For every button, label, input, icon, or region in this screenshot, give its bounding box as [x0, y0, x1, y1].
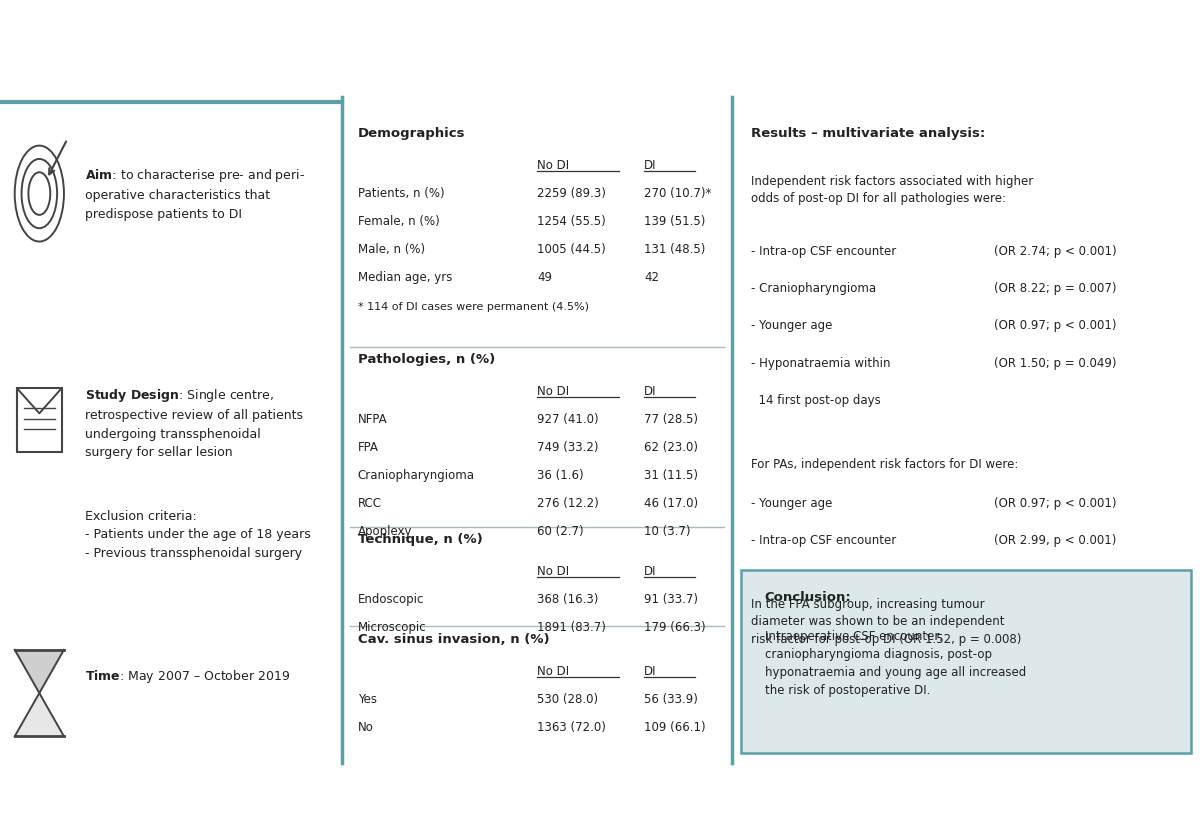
Text: 1891 (83.7): 1891 (83.7): [538, 621, 606, 634]
Text: 1363 (72.0): 1363 (72.0): [538, 721, 606, 734]
Text: For PAs, independent risk factors for DI were:: For PAs, independent risk factors for DI…: [751, 458, 1018, 471]
Polygon shape: [14, 693, 64, 737]
Text: 31 (11.5): 31 (11.5): [644, 469, 698, 483]
Text: 1254 (55.5): 1254 (55.5): [538, 214, 606, 228]
Text: Independent risk factors associated with higher
odds of post-op DI for all patho: Independent risk factors associated with…: [751, 175, 1033, 205]
Text: No DI: No DI: [538, 385, 569, 398]
Text: 179 (66.3): 179 (66.3): [644, 621, 706, 634]
Text: - Intra-op CSF encounter: - Intra-op CSF encounter: [751, 534, 896, 547]
Text: 46 (17.0): 46 (17.0): [644, 497, 698, 511]
Text: Identifying risk factors for postoperative diabetes insipidus in more than 2500: Identifying risk factors for postoperati…: [167, 16, 1033, 35]
Text: Full article: https://doi.org/10.3171/2021.11.jns211260: Full article: https://doi.org/10.3171/20…: [12, 803, 317, 813]
Text: 56 (33.9): 56 (33.9): [644, 693, 698, 706]
Text: (OR 0.97; p < 0.001): (OR 0.97; p < 0.001): [994, 497, 1116, 510]
Text: 🧠: 🧠: [1150, 25, 1159, 43]
Text: BNES: BNES: [1134, 73, 1175, 87]
Text: 927 (41.0): 927 (41.0): [538, 413, 599, 427]
Text: - Craniopharyngioma: - Craniopharyngioma: [751, 282, 876, 295]
Text: Intraoperative CSF encounter,
craniopharyngioma diagnosis, post-op
hyponatraemia: Intraoperative CSF encounter, craniophar…: [764, 629, 1026, 697]
Text: DI: DI: [644, 385, 656, 398]
Text: 60 (2.7): 60 (2.7): [538, 526, 583, 538]
Text: (OR 2.74; p < 0.001): (OR 2.74; p < 0.001): [994, 245, 1117, 258]
Text: 276 (12.2): 276 (12.2): [538, 497, 599, 511]
Text: 🧠: 🧠: [41, 25, 50, 43]
Text: 🐦: 🐦: [590, 773, 610, 802]
Text: - Intra-op CSF encounter: - Intra-op CSF encounter: [751, 245, 896, 258]
Text: Endoscopic: Endoscopic: [358, 593, 424, 606]
Text: Visual abstracts produced by Peter Weir, Lana Al-Nusair, Alexandra
Valetopoulou,: Visual abstracts produced by Peter Weir,…: [817, 775, 1182, 813]
Text: 91 (33.7): 91 (33.7): [644, 593, 698, 606]
Text: Microscopic: Microscopic: [358, 621, 426, 634]
Text: Pathologies, n (%): Pathologies, n (%): [358, 353, 494, 366]
Text: patients undergoing transsphenoidal surgery: a single-institution experience: patients undergoing transsphenoidal surg…: [174, 60, 1026, 79]
Text: 530 (28.0): 530 (28.0): [538, 693, 598, 706]
Text: 14 first post-op days: 14 first post-op days: [751, 394, 881, 407]
Text: DI: DI: [644, 665, 656, 678]
Text: Joshi et al, JNS September 2022: Joshi et al, JNS September 2022: [12, 776, 190, 785]
Text: 749 (33.2): 749 (33.2): [538, 441, 599, 455]
Text: $\bf{Time}$: May 2007 – October 2019: $\bf{Time}$: May 2007 – October 2019: [85, 668, 290, 685]
Text: (OR 2.99, p < 0.001): (OR 2.99, p < 0.001): [994, 534, 1116, 547]
Bar: [17, 389, 61, 451]
Text: BNES: BNES: [25, 73, 66, 87]
Text: DI: DI: [644, 159, 656, 172]
Text: 10 (3.7): 10 (3.7): [644, 526, 691, 538]
Text: FPA: FPA: [358, 441, 378, 455]
Text: 62 (23.0): 62 (23.0): [644, 441, 698, 455]
Text: - Younger age: - Younger age: [751, 497, 832, 510]
Text: 77 (28.5): 77 (28.5): [644, 413, 698, 427]
Text: @bnes_uk: @bnes_uk: [565, 809, 635, 823]
Text: $\bf{Study\ Design}$: Single centre,
retrospective review of all patients
underg: $\bf{Study\ Design}$: Single centre, ret…: [85, 387, 304, 460]
Text: Conclusion:: Conclusion:: [764, 592, 852, 604]
FancyBboxPatch shape: [742, 570, 1190, 753]
Text: 1005 (44.5): 1005 (44.5): [538, 243, 606, 256]
Text: No: No: [358, 721, 373, 734]
Text: Male, n (%): Male, n (%): [358, 243, 425, 256]
Text: 131 (48.5): 131 (48.5): [644, 243, 706, 256]
Text: - Hyponatraemia within: - Hyponatraemia within: [751, 356, 890, 370]
Text: $\bf{Aim}$: to characterise pre- and peri-
operative characteristics that
predis: $\bf{Aim}$: to characterise pre- and per…: [85, 167, 306, 221]
Text: No DI: No DI: [538, 565, 569, 578]
Text: Apoplexy: Apoplexy: [358, 526, 412, 538]
Text: Median age, yrs: Median age, yrs: [358, 271, 452, 284]
Text: - Younger age: - Younger age: [751, 319, 832, 332]
Text: In the FPA subgroup, increasing tumour
diameter was shown to be an independent
r: In the FPA subgroup, increasing tumour d…: [751, 598, 1021, 646]
Text: Patients, n (%): Patients, n (%): [358, 187, 444, 200]
Text: Technique, n (%): Technique, n (%): [358, 533, 482, 546]
Text: NFPA: NFPA: [358, 413, 388, 427]
Text: 49: 49: [538, 271, 552, 284]
Text: DI: DI: [644, 565, 656, 578]
Text: RCC: RCC: [358, 497, 382, 511]
Polygon shape: [14, 650, 64, 693]
Text: Yes: Yes: [358, 693, 377, 706]
Text: 368 (16.3): 368 (16.3): [538, 593, 599, 606]
Text: No DI: No DI: [538, 159, 569, 172]
Text: Demographics: Demographics: [358, 127, 466, 140]
Text: 109 (66.1): 109 (66.1): [644, 721, 706, 734]
Text: (OR 1.50; p = 0.049): (OR 1.50; p = 0.049): [994, 356, 1116, 370]
Text: 36 (1.6): 36 (1.6): [538, 469, 583, 483]
Text: 42: 42: [644, 271, 659, 284]
Text: (OR 0.97; p < 0.001): (OR 0.97; p < 0.001): [994, 319, 1116, 332]
Text: Results – multivariate analysis:: Results – multivariate analysis:: [751, 127, 985, 140]
Text: 139 (51.5): 139 (51.5): [644, 214, 706, 228]
Text: 270 (10.7)*: 270 (10.7)*: [644, 187, 712, 200]
Text: (OR 8.22; p = 0.007): (OR 8.22; p = 0.007): [994, 282, 1116, 295]
Text: No DI: No DI: [538, 665, 569, 678]
Text: * 114 of DI cases were permanent (4.5%): * 114 of DI cases were permanent (4.5%): [358, 302, 588, 312]
Text: Exclusion criteria:
- Patients under the age of 18 years
- Previous transsphenoi: Exclusion criteria: - Patients under the…: [85, 510, 311, 560]
Text: Craniopharyngioma: Craniopharyngioma: [358, 469, 475, 483]
Text: Female, n (%): Female, n (%): [358, 214, 439, 228]
Text: 2259 (89.3): 2259 (89.3): [538, 187, 606, 200]
Text: Cav. sinus invasion, n (%): Cav. sinus invasion, n (%): [358, 633, 550, 646]
